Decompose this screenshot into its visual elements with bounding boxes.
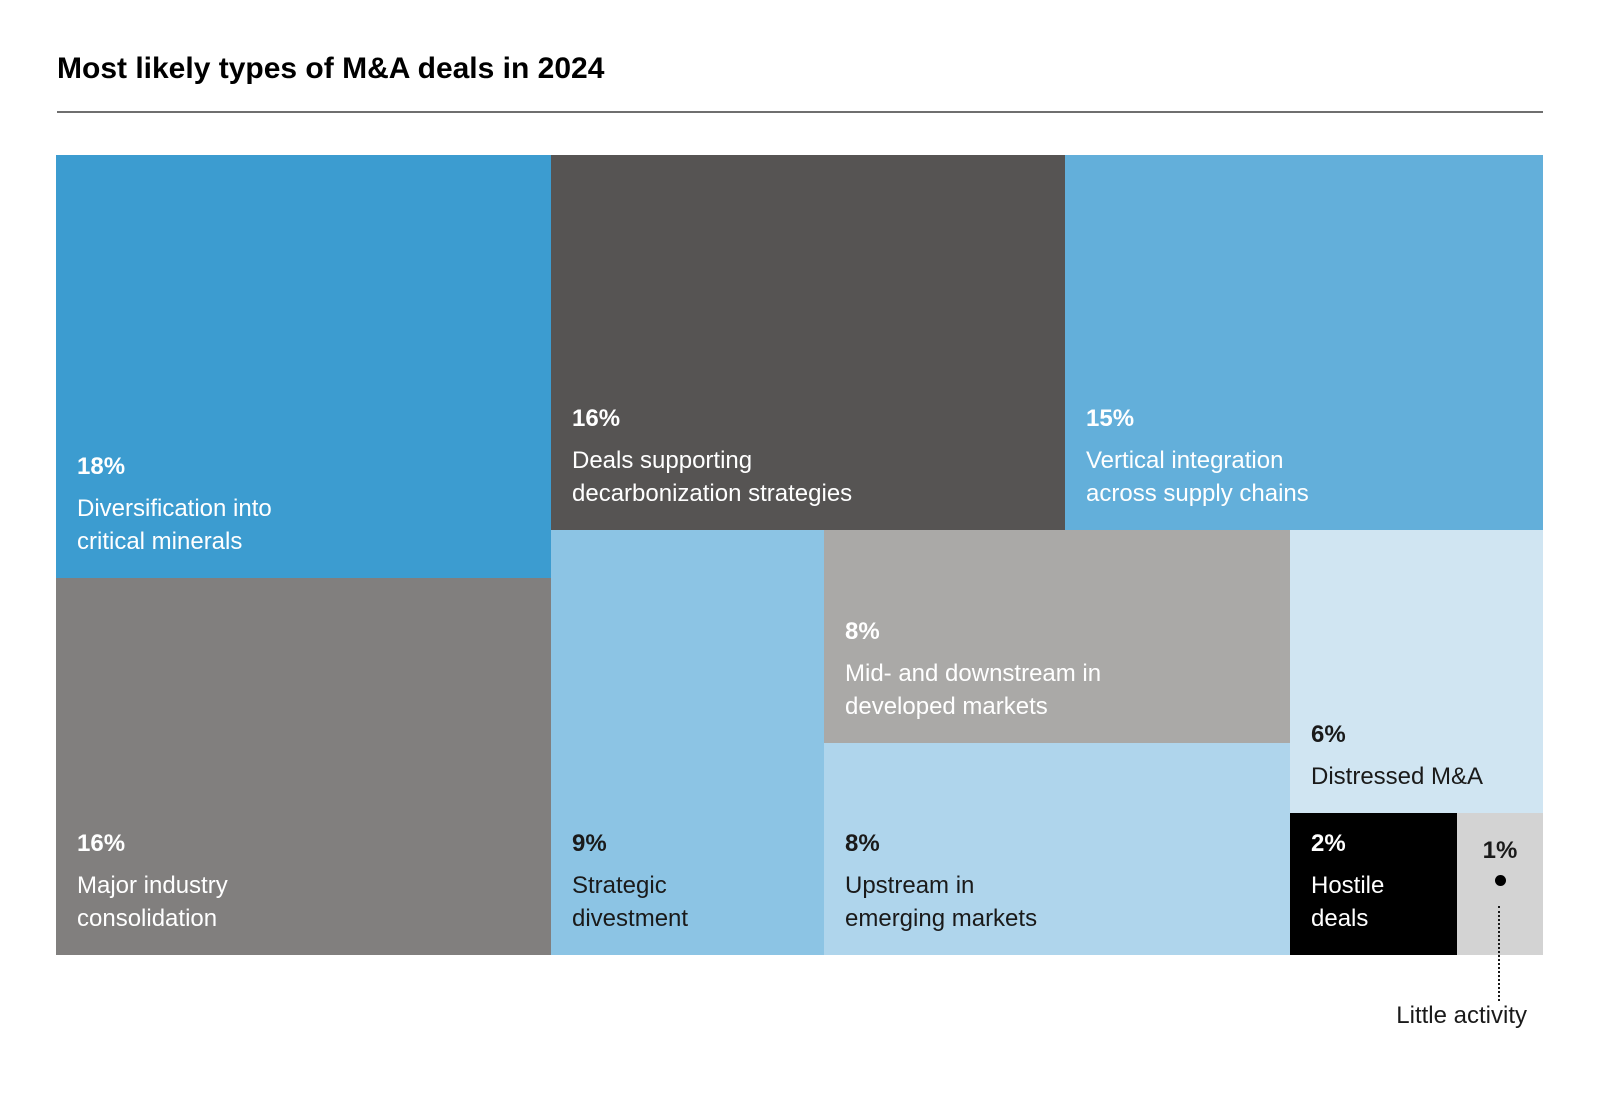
treemap-tile-little-activity: 1% xyxy=(1457,813,1543,955)
treemap-tile-diversification-critical-minerals: 18% Diversification into critical minerals xyxy=(56,155,551,578)
tile-label: Strategic divestment xyxy=(572,872,689,932)
treemap-tile-decarbonization-deals: 16% Deals supporting decarbonization strat… xyxy=(551,155,1065,530)
treemap: 18% Diversification into critical minerals… xyxy=(56,155,1543,955)
title-divider xyxy=(57,111,1543,113)
tile-label: Vertical integration across supply chains xyxy=(1086,447,1309,507)
tile-label: Mid- and downstream in developed markets xyxy=(845,660,1102,720)
treemap-tile-major-industry-consolidation: 16% Major industry consolidation xyxy=(56,578,551,955)
tile-value: 9% xyxy=(572,830,607,857)
callout-label: Little activity xyxy=(1396,1002,1527,1029)
chart-title: Most likely types of M&A deals in 2024 xyxy=(57,52,605,85)
tile-label: Upstream in emerging markets xyxy=(845,872,1038,932)
tile-label: Major industry consolidation xyxy=(77,872,228,932)
tile-label: Hostile deals xyxy=(1311,872,1385,932)
treemap-tile-vertical-integration: 15% Vertical integration across supply cha… xyxy=(1065,155,1543,530)
treemap-tile-strategic-divestment: 9% Strategic divestment xyxy=(551,530,824,955)
treemap-tile-upstream-emerging: 8% Upstream in emerging markets xyxy=(824,743,1290,955)
tile-value: 2% xyxy=(1311,830,1346,857)
callout-dot-icon xyxy=(1494,875,1506,886)
tile-label: Diversification into critical minerals xyxy=(77,495,272,555)
callout-dotted-line xyxy=(1498,906,1500,1001)
tile-value: 15% xyxy=(1086,405,1135,432)
tile-label: Distressed M&A xyxy=(1311,763,1484,790)
treemap-tile-hostile-deals: 2% Hostile deals xyxy=(1290,813,1457,955)
tile-value: 16% xyxy=(77,830,126,857)
tile-value: 8% xyxy=(845,830,880,857)
tile-value: 18% xyxy=(77,453,126,480)
treemap-tile-distressed-ma: 6% Distressed M&A xyxy=(1290,530,1543,813)
tile-value: 16% xyxy=(572,405,621,432)
tile-value: 6% xyxy=(1311,721,1346,748)
tile-value: 8% xyxy=(845,618,880,645)
tile-label: Deals supporting decarbonization strategi… xyxy=(572,447,853,507)
tile-value: 1% xyxy=(1482,837,1518,864)
treemap-tile-mid-downstream-developed: 8% Mid- and downstream in developed market… xyxy=(824,530,1290,743)
